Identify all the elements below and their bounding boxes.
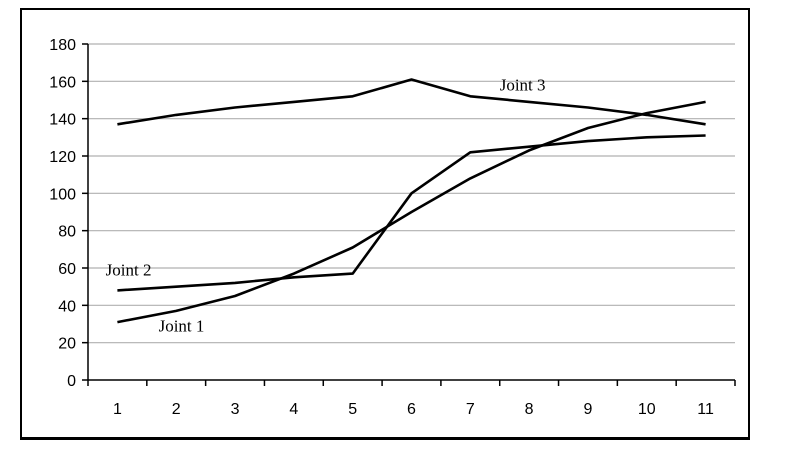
y-tick-label-180: 180 — [49, 37, 76, 54]
line-chart: 0 20 40 60 80 100 120 140 160 180 1 2 3 4 5 6 7 8 9 10 11 J… — [49, 37, 736, 418]
series-label-joint-3: Joint 3 — [500, 76, 546, 95]
y-tick-label-60: 60 — [58, 261, 76, 278]
y-tick-label-20: 20 — [58, 336, 76, 353]
x-tick-label-11: 11 — [697, 401, 714, 418]
series-line-joint-1 — [117, 100, 706, 324]
x-tick-label-2: 2 — [172, 401, 181, 418]
x-tick-label-3: 3 — [231, 401, 240, 418]
series-label-joint-1: Joint 1 — [159, 316, 205, 335]
x-tick-label-4: 4 — [289, 401, 298, 418]
series-line-joint-3 — [117, 78, 706, 126]
y-tick-label-80: 80 — [58, 224, 76, 241]
y-tick-label-140: 140 — [49, 112, 76, 129]
y-tick-labels: 0 20 40 60 80 100 120 140 160 180 — [49, 37, 76, 390]
x-tick-labels: 1 2 3 4 5 6 7 8 9 10 11 — [113, 401, 714, 418]
x-tick-label-6: 6 — [407, 401, 416, 418]
x-tick-label-8: 8 — [525, 401, 534, 418]
x-tick-label-10: 10 — [638, 401, 656, 418]
y-tick-label-100: 100 — [49, 186, 76, 203]
y-tick-label-0: 0 — [67, 373, 76, 390]
series-lines — [117, 78, 706, 324]
series-line-joint-2 — [117, 134, 706, 292]
chart-frame: 0 20 40 60 80 100 120 140 160 180 1 2 3 4 5 6 7 8 9 10 11 J… — [20, 8, 750, 440]
x-tick-label-9: 9 — [584, 401, 593, 418]
series-label-joint-2: Joint 2 — [106, 260, 152, 279]
axes — [82, 43, 736, 386]
x-tick-label-5: 5 — [348, 401, 357, 418]
x-tick-label-1: 1 — [113, 401, 122, 418]
y-tick-label-40: 40 — [58, 298, 76, 315]
y-tick-label-120: 120 — [49, 149, 76, 166]
x-tick-label-7: 7 — [466, 401, 475, 418]
y-tick-label-160: 160 — [49, 74, 76, 91]
series-labels: Joint 1 Joint 2 Joint 3 — [106, 76, 546, 336]
